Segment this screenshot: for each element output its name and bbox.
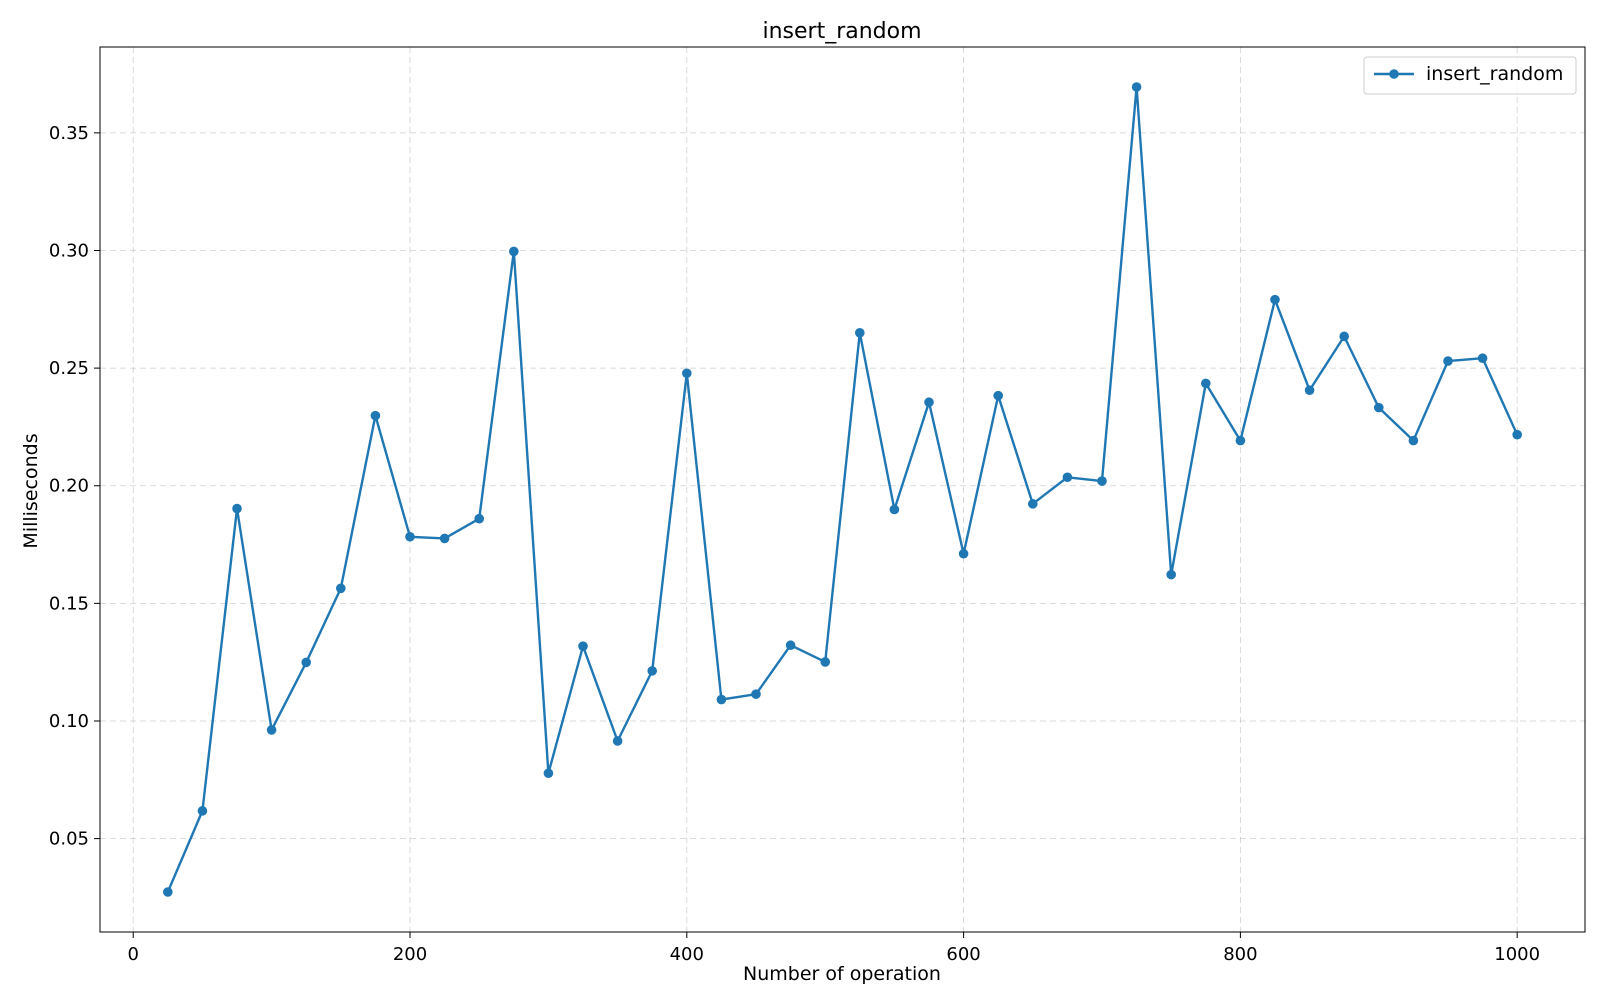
data-point: [716, 694, 727, 705]
x-tick-label: 200: [393, 944, 427, 965]
data-point: [1339, 331, 1349, 342]
x-tick-label: 800: [1223, 944, 1257, 965]
y-tick-label: 0.20: [49, 476, 89, 497]
legend: insert_random: [1363, 56, 1577, 95]
legend-marker-sample: [1389, 69, 1399, 79]
x-axis-label: Number of operation: [743, 963, 941, 985]
data-point: [854, 328, 865, 338]
data-point: [370, 410, 381, 421]
data-point: [301, 657, 312, 668]
grid-layer: [100, 47, 1585, 932]
data-point: [958, 548, 969, 559]
data-point: [647, 666, 658, 676]
plot-frame: [99, 46, 1586, 933]
data-point: [578, 641, 588, 651]
y-tick-label: 0.25: [49, 358, 89, 379]
data-point: [1027, 499, 1038, 509]
x-tick-label: 1000: [1494, 944, 1540, 965]
data-point: [1408, 435, 1419, 446]
data-point: [751, 689, 761, 699]
data-point: [889, 504, 900, 515]
x-tick-label: 400: [670, 944, 704, 965]
chart-title: insert_random: [762, 19, 921, 44]
data-point: [232, 503, 242, 514]
data-point: [1373, 402, 1384, 413]
data-point: [612, 736, 623, 746]
data-point: [197, 806, 208, 816]
data-point: [1304, 385, 1315, 396]
legend-box: [1363, 56, 1577, 95]
data-point: [1443, 356, 1453, 366]
legend-label: insert_random: [1426, 63, 1563, 85]
data-point: [1166, 569, 1176, 580]
y-tick-label: 0.15: [49, 593, 89, 614]
data-point: [820, 657, 831, 667]
series-layer: [163, 82, 1522, 897]
y-tick-label: 0.05: [49, 829, 89, 850]
y-tick-label: 0.35: [49, 123, 89, 144]
data-point: [266, 725, 277, 735]
data-point: [439, 533, 450, 544]
data-point: [785, 640, 796, 651]
data-point: [1477, 353, 1488, 364]
series-line: [166, 85, 1519, 893]
data-point: [543, 768, 554, 779]
data-point: [1200, 378, 1211, 389]
data-point: [1131, 82, 1142, 92]
y-tick-label: 0.10: [49, 711, 89, 732]
data-point: [405, 531, 415, 542]
data-point: [1062, 472, 1073, 483]
data-point: [1270, 294, 1280, 305]
y-tick-label: 0.30: [49, 240, 89, 261]
data-point: [509, 246, 519, 257]
data-point: [336, 583, 346, 594]
x-tick-label: 0: [127, 944, 138, 965]
data-point: [1235, 435, 1246, 446]
x-tick-label: 600: [946, 944, 980, 965]
data-point: [163, 887, 173, 897]
data-point: [993, 390, 1003, 401]
data-point: [682, 368, 692, 379]
data-point: [1512, 429, 1522, 440]
tick-layer: 0 200 400 600 800 1000 0.05 0.10 0.15 0.20 0.25 0.3…: [49, 123, 1540, 965]
data-point: [924, 397, 934, 408]
y-axis-label: Milliseconds: [20, 433, 42, 548]
data-point: [1097, 476, 1107, 486]
data-point: [474, 513, 485, 524]
